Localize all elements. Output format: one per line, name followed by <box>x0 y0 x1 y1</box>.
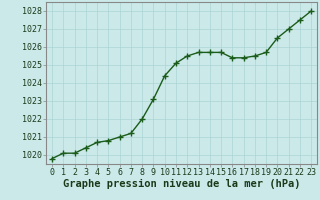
X-axis label: Graphe pression niveau de la mer (hPa): Graphe pression niveau de la mer (hPa) <box>63 179 300 189</box>
